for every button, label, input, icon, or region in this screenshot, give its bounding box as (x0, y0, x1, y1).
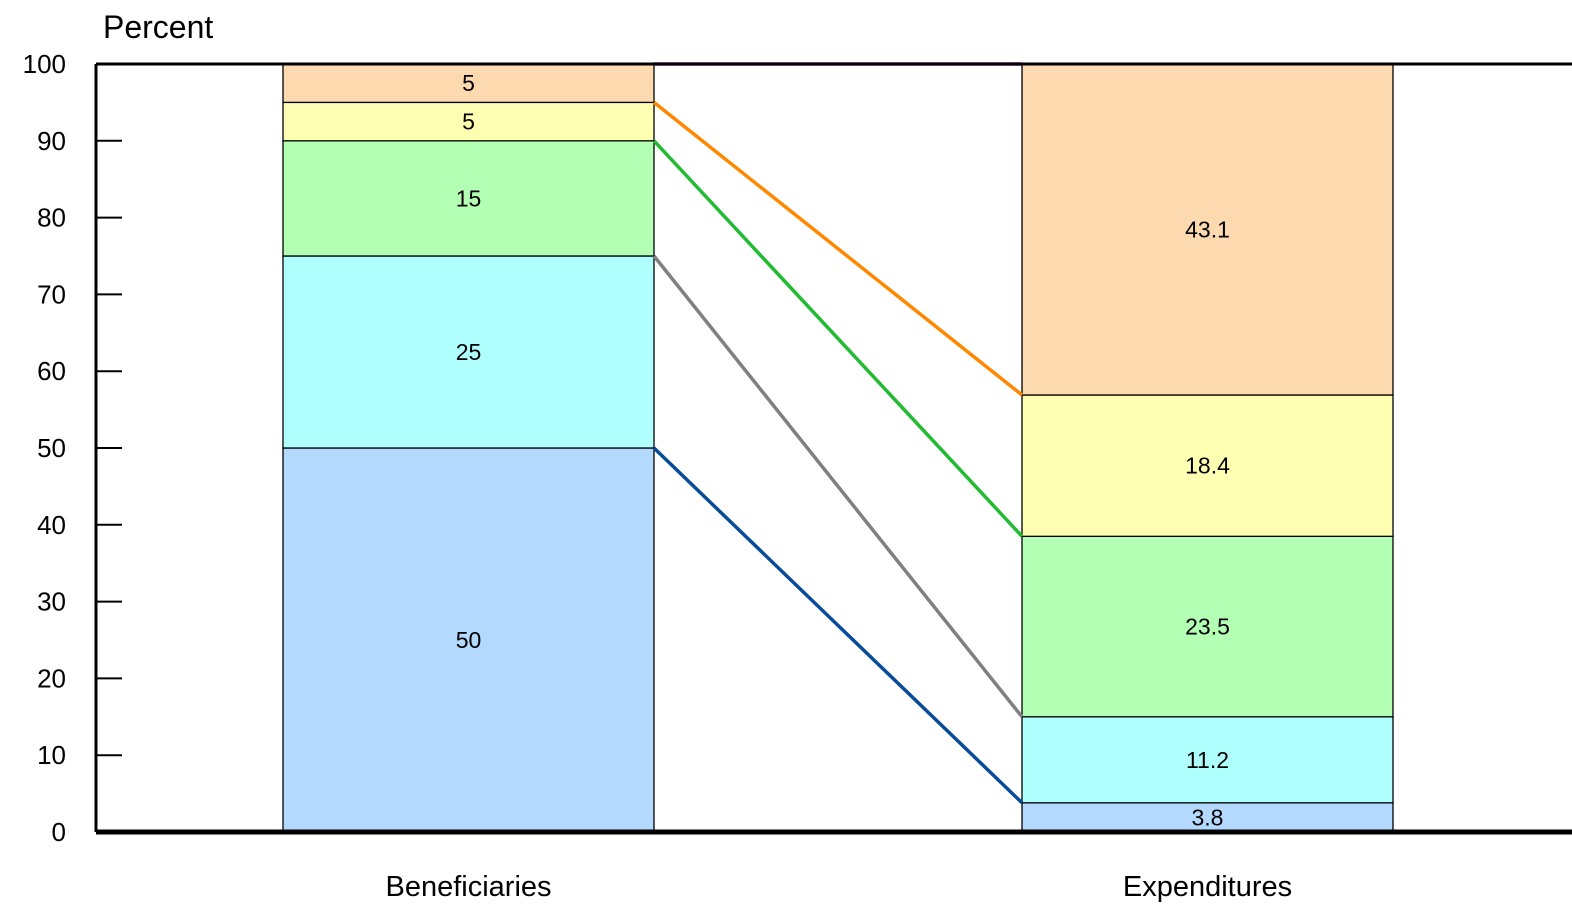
bar-value-label: 3.8 (1192, 804, 1224, 830)
bar-value-label: 15 (456, 185, 482, 211)
y-axis-title: Percent (103, 9, 213, 45)
bar-value-label: 5 (462, 70, 475, 96)
y-tick-label: 10 (37, 740, 66, 770)
bar-value-label: 5 (462, 109, 475, 135)
bar-value-label: 50 (456, 627, 482, 653)
bar-segment (282, 140, 655, 257)
bar-value-label: 23.5 (1185, 614, 1230, 640)
bar-segment (1021, 63, 1394, 396)
y-tick-label: 80 (37, 203, 66, 233)
bar-segment (282, 63, 655, 104)
bar-segment (1021, 802, 1394, 833)
y-tick-label: 0 (52, 817, 66, 847)
y-tick-label: 30 (37, 587, 66, 617)
y-tick-label: 40 (37, 510, 66, 540)
bar-value-label: 18.4 (1185, 453, 1230, 479)
connector-line (652, 139, 1024, 538)
y-tick-label: 60 (37, 356, 66, 386)
bar-segment (1021, 394, 1394, 537)
y-tick-label: 90 (37, 126, 66, 156)
bar-segment (1021, 716, 1394, 804)
bar-value-label: 43.1 (1185, 217, 1230, 243)
y-tick-label: 20 (37, 663, 66, 693)
bar-value-label: 25 (456, 339, 482, 365)
y-tick-label: 100 (23, 49, 66, 79)
connector-line (652, 254, 1024, 718)
x-category-label: Expenditures (1123, 871, 1292, 903)
connector-line (652, 101, 1024, 397)
bar-value-label: 11.2 (1186, 747, 1229, 773)
bar-segment (282, 255, 655, 449)
connector-line (652, 446, 1024, 805)
y-tick-label: 50 (37, 433, 66, 463)
x-category-label: Beneficiaries (385, 871, 551, 903)
bar-segment (1021, 535, 1394, 718)
y-tick-label: 70 (37, 279, 66, 309)
bar-segment (282, 447, 655, 833)
